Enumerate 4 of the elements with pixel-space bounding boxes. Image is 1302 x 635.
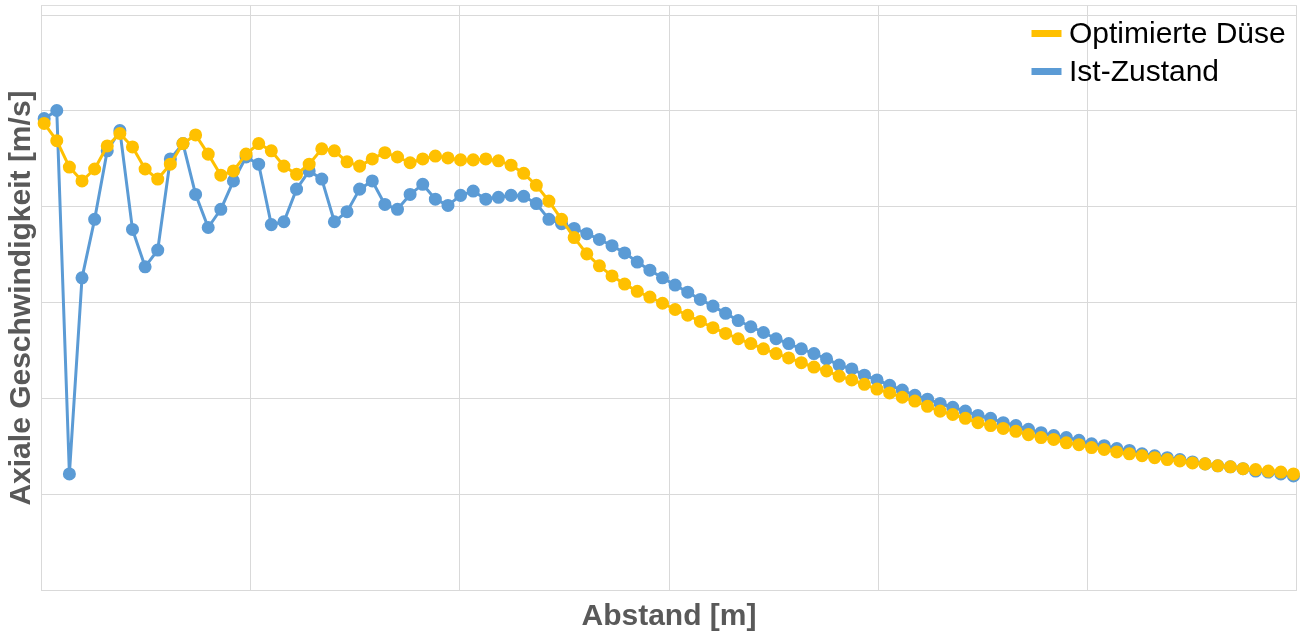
legend-label: Ist-Zustand: [1069, 53, 1220, 87]
x-axis-title: Abstand [m]: [581, 597, 757, 631]
legend-label: Optimierte Düse: [1069, 15, 1286, 49]
y-axis-title: Axiale Geschwindigkeit [m/s]: [2, 90, 36, 506]
